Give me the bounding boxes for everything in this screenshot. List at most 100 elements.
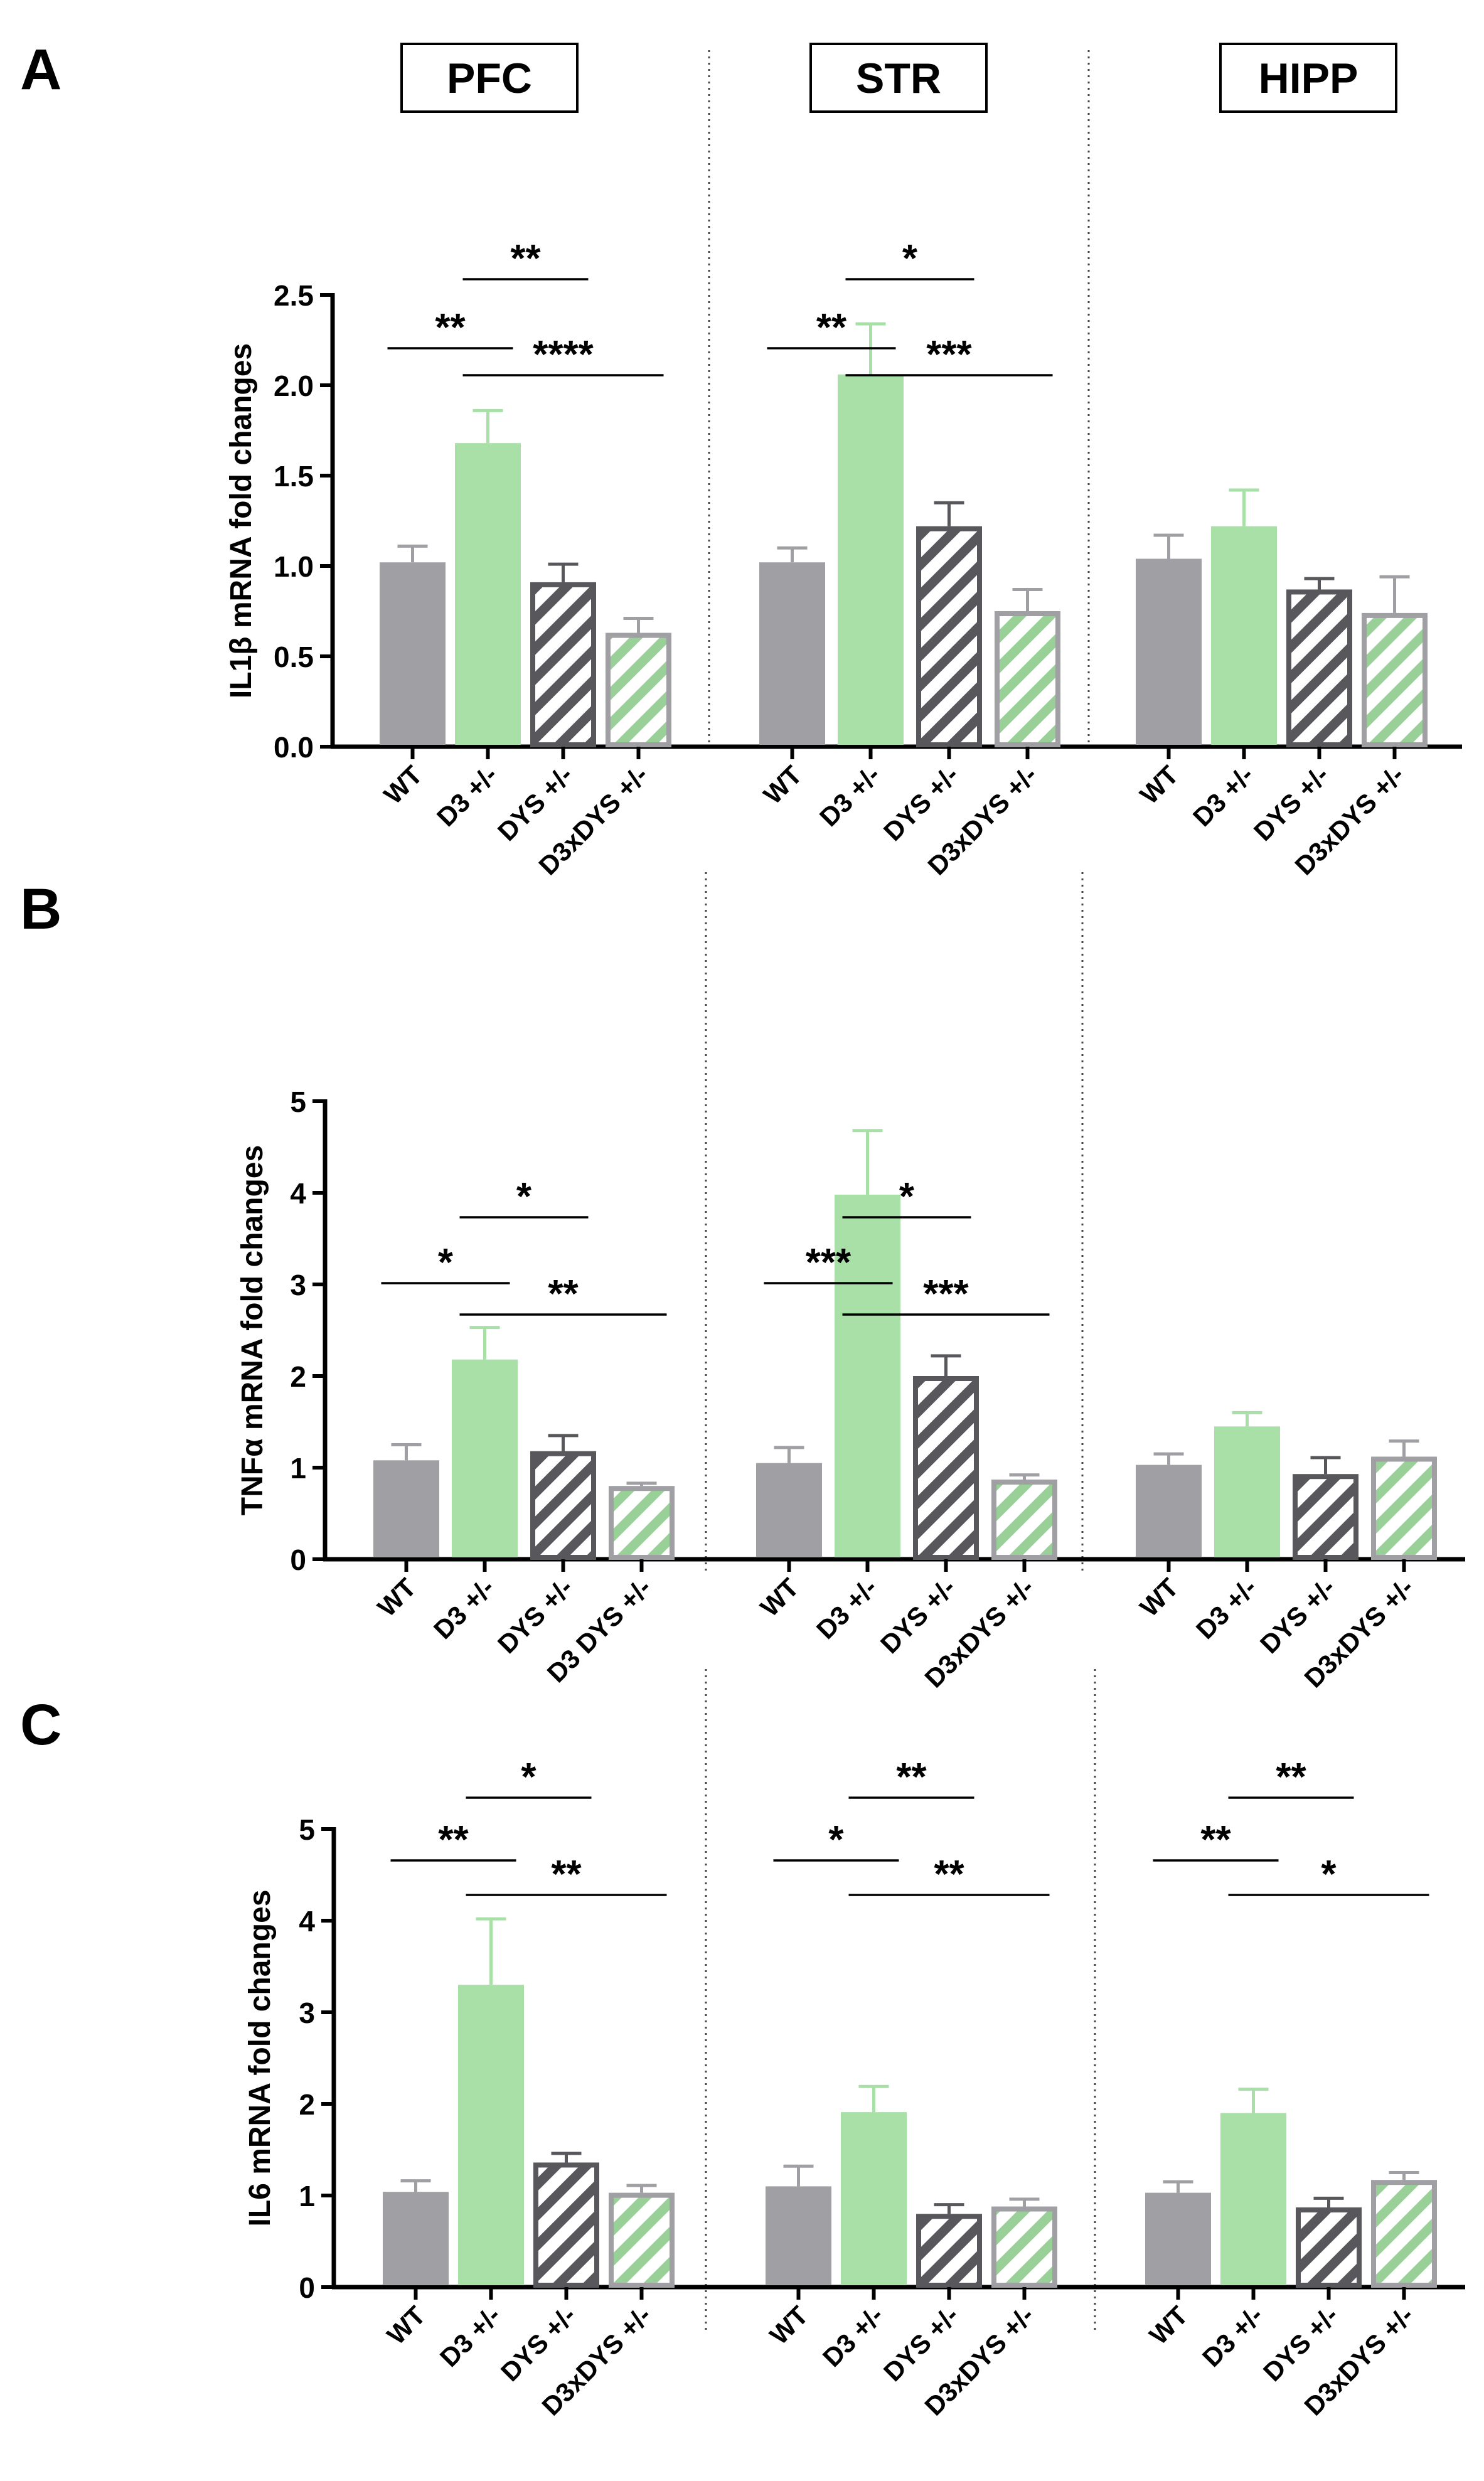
sig-label-c-pfc-0: ** — [438, 1818, 469, 1862]
bar-a-str-wt — [759, 562, 825, 745]
bar-c-str-wt — [766, 2186, 831, 2285]
x-label-b-hipp-0: WT — [1134, 1572, 1184, 1623]
x-label-c-pfc-0: WT — [381, 2300, 431, 2350]
y-tick-label-b-1: 1 — [290, 1452, 306, 1485]
bar-a-str-d3 — [838, 374, 904, 745]
panel-a-chart: 0.0 0.5 1.0 1.5 2.0 2.5 IL1β mRNA fold changes… — [225, 237, 1462, 881]
bar-b-str-d3 — [835, 1194, 900, 1557]
y-tick-label-b-4: 4 — [290, 1177, 306, 1210]
sig-label-c-str-2: ** — [934, 1853, 964, 1896]
x-label-b-hipp-1: D3 +/- — [1190, 1572, 1262, 1645]
x-label-c-str-0: WT — [764, 2300, 814, 2350]
region-header-hipp-label: HIPP — [1259, 55, 1359, 102]
bar-b-pfc-d3xdys — [609, 1486, 675, 1560]
sig-label-a-str-2: *** — [926, 333, 972, 376]
region-header-str: STR — [809, 43, 988, 113]
y-tick-label-b-3: 3 — [290, 1269, 306, 1301]
sig-label-a-str-1: * — [902, 237, 918, 280]
bar-c-hipp-d3xdys — [1371, 2180, 1437, 2288]
bar-a-str-dys — [916, 526, 982, 747]
bar-b-hipp-d3xdys — [1371, 1456, 1437, 1560]
x-label-b-pfc-1: D3 +/- — [428, 1572, 500, 1645]
bar-b-hipp-d3 — [1214, 1426, 1280, 1557]
y-tick-label-a-3: 1.5 — [274, 460, 314, 493]
bar-c-pfc-d3 — [458, 1985, 524, 2285]
bar-b-pfc-d3 — [452, 1359, 518, 1557]
bar-c-hipp-d3 — [1220, 2113, 1286, 2285]
bar-b-hipp-dys — [1293, 1474, 1359, 1560]
y-tick-label-a-2: 1.0 — [274, 550, 314, 583]
x-label-c-str-1: D3 +/- — [817, 2300, 889, 2372]
x-label-a-str-1: D3 +/- — [814, 760, 886, 832]
y-axis-label-a: IL1β mRNA fold changes — [225, 343, 258, 698]
bar-c-pfc-dys — [533, 2162, 599, 2288]
panel-label-a: A — [20, 38, 61, 102]
y-tick-label-b-2: 2 — [290, 1360, 306, 1393]
bar-c-pfc-wt — [383, 2192, 449, 2285]
bar-b-pfc-dys — [530, 1451, 596, 1560]
bar-b-str-d3xdys — [991, 1479, 1057, 1560]
sig-label-b-pfc-0: * — [438, 1241, 454, 1284]
bar-b-str-dys — [913, 1376, 979, 1560]
sig-label-c-hipp-1: ** — [1276, 1756, 1306, 1799]
x-label-a-hipp-0: WT — [1134, 760, 1184, 810]
bar-a-pfc-dys — [530, 582, 596, 747]
y-tick-label-a-5: 2.5 — [274, 279, 314, 312]
x-label-b-str-0: WT — [754, 1572, 804, 1623]
bar-c-pfc-d3xdys — [609, 2192, 675, 2288]
y-tick-label-c-0: 0 — [299, 2271, 315, 2304]
bar-b-hipp-wt — [1136, 1465, 1202, 1557]
x-label-c-hipp-0: WT — [1143, 2300, 1193, 2350]
region-header-str-label: STR — [856, 55, 941, 102]
bar-c-str-dys — [916, 2214, 982, 2288]
sig-label-c-pfc-2: ** — [551, 1853, 582, 1896]
region-header-pfc-label: PFC — [447, 55, 532, 102]
bar-a-hipp-d3xdys — [1362, 612, 1428, 747]
y-tick-label-a-0: 0.0 — [274, 731, 314, 764]
sig-label-b-str-2: *** — [923, 1273, 969, 1316]
panel-label-c: C — [20, 1693, 61, 1757]
bar-a-pfc-d3xdys — [606, 632, 671, 747]
bar-a-hipp-d3 — [1211, 526, 1277, 745]
sig-label-b-pfc-1: * — [516, 1175, 532, 1219]
sig-label-c-str-0: * — [828, 1818, 844, 1862]
bar-a-pfc-d3 — [455, 443, 521, 745]
sig-label-a-pfc-2: **** — [533, 333, 594, 376]
sig-label-b-str-0: *** — [806, 1241, 851, 1284]
bar-c-hipp-dys — [1296, 2207, 1362, 2288]
bar-b-pfc-wt — [373, 1460, 439, 1557]
bar-a-hipp-wt — [1136, 558, 1202, 745]
y-tick-label-b-0: 0 — [290, 1544, 306, 1576]
x-label-a-str-0: WT — [757, 760, 808, 810]
x-label-b-str-1: D3 +/- — [811, 1572, 883, 1645]
y-tick-label-b-5: 5 — [290, 1086, 306, 1118]
bar-c-str-d3xdys — [991, 2206, 1057, 2288]
region-header-hipp: HIPP — [1219, 43, 1397, 113]
y-tick-label-c-2: 2 — [299, 2088, 315, 2121]
sig-label-b-pfc-2: ** — [548, 1273, 579, 1316]
x-label-c-pfc-1: D3 +/- — [434, 2300, 506, 2372]
panel-label-b: B — [20, 877, 61, 941]
x-label-a-hipp-1: D3 +/- — [1187, 760, 1259, 832]
y-tick-label-c-1: 1 — [299, 2180, 315, 2212]
bar-a-pfc-wt — [380, 562, 446, 745]
y-tick-label-a-1: 0.5 — [274, 641, 314, 673]
y-tick-label-c-3: 3 — [299, 1997, 315, 2029]
bar-c-hipp-wt — [1145, 2192, 1211, 2285]
y-axis-label-b: TNFα mRNA fold changes — [236, 1145, 269, 1515]
bar-b-str-wt — [756, 1463, 822, 1557]
sig-label-c-hipp-2: * — [1321, 1853, 1337, 1896]
x-label-a-pfc-1: D3 +/- — [431, 760, 503, 832]
region-header-pfc: PFC — [400, 43, 579, 113]
sig-label-a-str-0: ** — [816, 306, 847, 349]
x-label-c-hipp-1: D3 +/- — [1197, 2300, 1269, 2372]
sig-label-c-str-1: ** — [896, 1756, 927, 1799]
y-axis-label-c: IL6 mRNA fold changes — [243, 1890, 277, 2227]
sig-label-c-hipp-0: ** — [1200, 1818, 1231, 1862]
sig-label-a-pfc-0: ** — [435, 306, 466, 349]
y-tick-label-a-4: 2.0 — [274, 370, 314, 402]
y-tick-label-c-4: 4 — [299, 1905, 315, 1938]
